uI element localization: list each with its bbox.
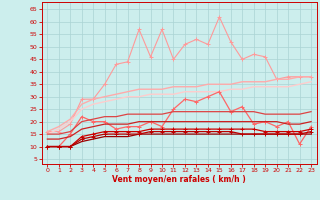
X-axis label: Vent moyen/en rafales ( km/h ): Vent moyen/en rafales ( km/h ) (112, 175, 246, 184)
